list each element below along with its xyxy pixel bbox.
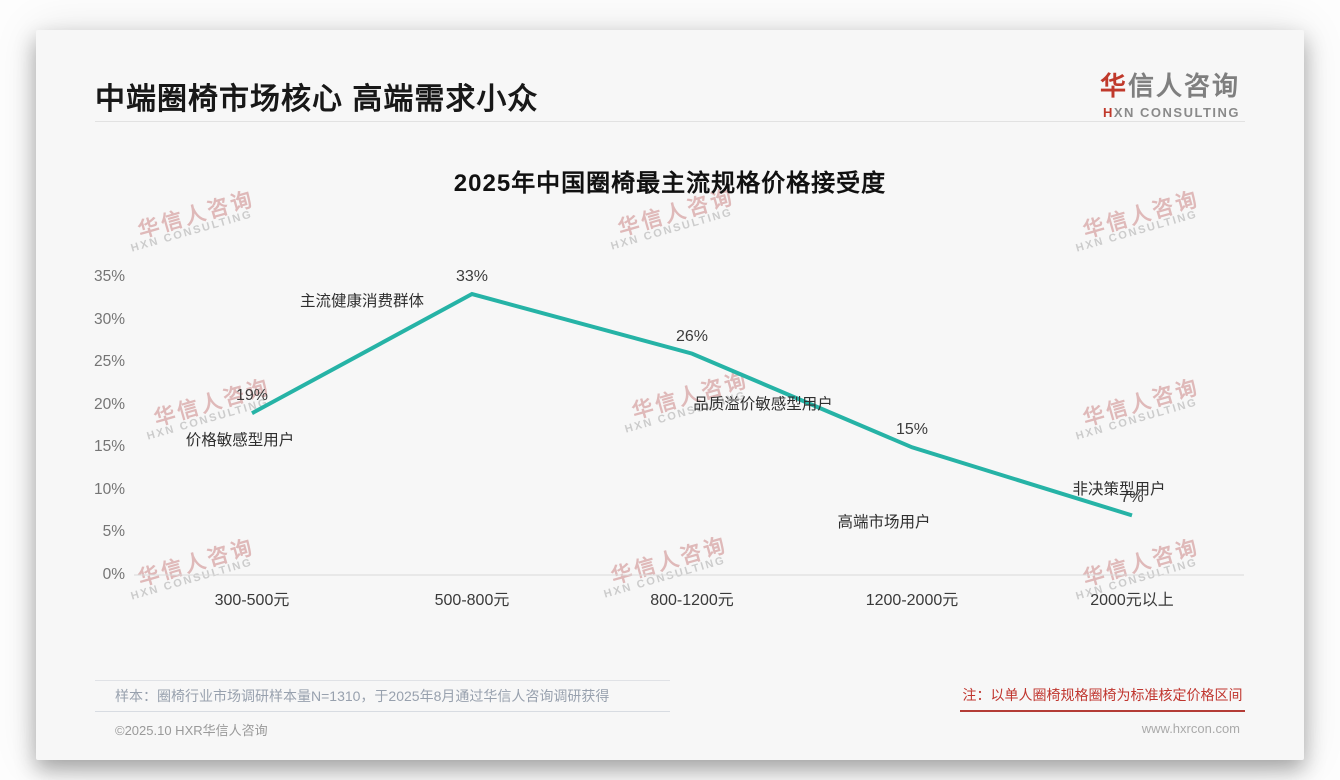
logo-english-name: HXN CONSULTING	[1100, 105, 1240, 120]
y-axis-tick-label: 0%	[102, 566, 125, 583]
chart-canvas	[134, 291, 1244, 576]
segment-annotation: 主流健康消费群体	[299, 293, 424, 310]
segment-annotation: 非决策型用户	[1072, 481, 1166, 498]
sample-note: 样本：圈椅行业市场调研样本量N=1310，于2025年8月通过华信人咨询调研获得	[95, 680, 670, 712]
y-axis-tick-label: 25%	[93, 353, 125, 371]
data-point-label: 33%	[455, 268, 489, 286]
x-axis-category-label: 300-500元	[214, 592, 290, 609]
logo-cn-accent: 华	[1099, 71, 1128, 101]
data-point-label: 15%	[895, 421, 929, 439]
line-chart: 华信人咨询 HXN CONSULTING 华信人咨询 HXN CONSULTING 华信…	[36, 30, 1304, 760]
y-axis-tick-label: 15%	[93, 438, 125, 456]
website-url: www.hxrcon.com	[1141, 721, 1240, 736]
logo-en-rest: XN CONSULTING	[1113, 105, 1240, 120]
slide-card: 华信人咨询 HXN CONSULTING 华信人咨询 HXN CONSULTING 华信…	[36, 30, 1304, 760]
x-axis-category-label: 2000元以上	[1090, 592, 1174, 609]
data-point-label: 19%	[235, 387, 269, 405]
chart-title: 2025年中国圈椅最主流规格价格接受度	[453, 170, 887, 197]
y-axis-tick-label: 35%	[93, 268, 125, 285]
segment-annotation: 价格敏感型用户	[185, 432, 295, 449]
logo-cn-rest: 信人咨询	[1127, 71, 1240, 101]
x-axis-category-label: 500-800元	[434, 592, 510, 609]
y-axis-tick-label: 30%	[93, 310, 125, 328]
title-divider	[95, 121, 1245, 122]
x-axis-category-label: 800-1200元	[650, 592, 734, 609]
segment-annotation: 高端市场用户	[837, 514, 931, 531]
data-point-label: 26%	[675, 327, 709, 345]
page-title: 中端圈椅市场核心 高端需求小众	[95, 83, 539, 116]
data-point-label: 7%	[1120, 489, 1144, 507]
logo-chinese-name: 华信人咨询	[1100, 66, 1240, 103]
y-axis-tick-label: 20%	[93, 395, 125, 413]
data-line-series	[251, 291, 1133, 518]
brand-logo: 华信人咨询 HXN CONSULTING	[1100, 66, 1240, 120]
y-axis-tick-label: 5%	[102, 523, 125, 541]
y-axis-tick-label: 10%	[93, 480, 125, 498]
segment-annotation: 品质溢价敏感型用户	[693, 396, 833, 413]
x-axis-category-label: 1200-2000元	[865, 592, 959, 609]
price-note: 注：以单人圈椅规格圈椅为标准核定价格区间	[960, 680, 1245, 712]
logo-en-accent: H	[1102, 105, 1114, 120]
copyright-text: ©2025.10 HXR华信人咨询	[115, 723, 268, 738]
